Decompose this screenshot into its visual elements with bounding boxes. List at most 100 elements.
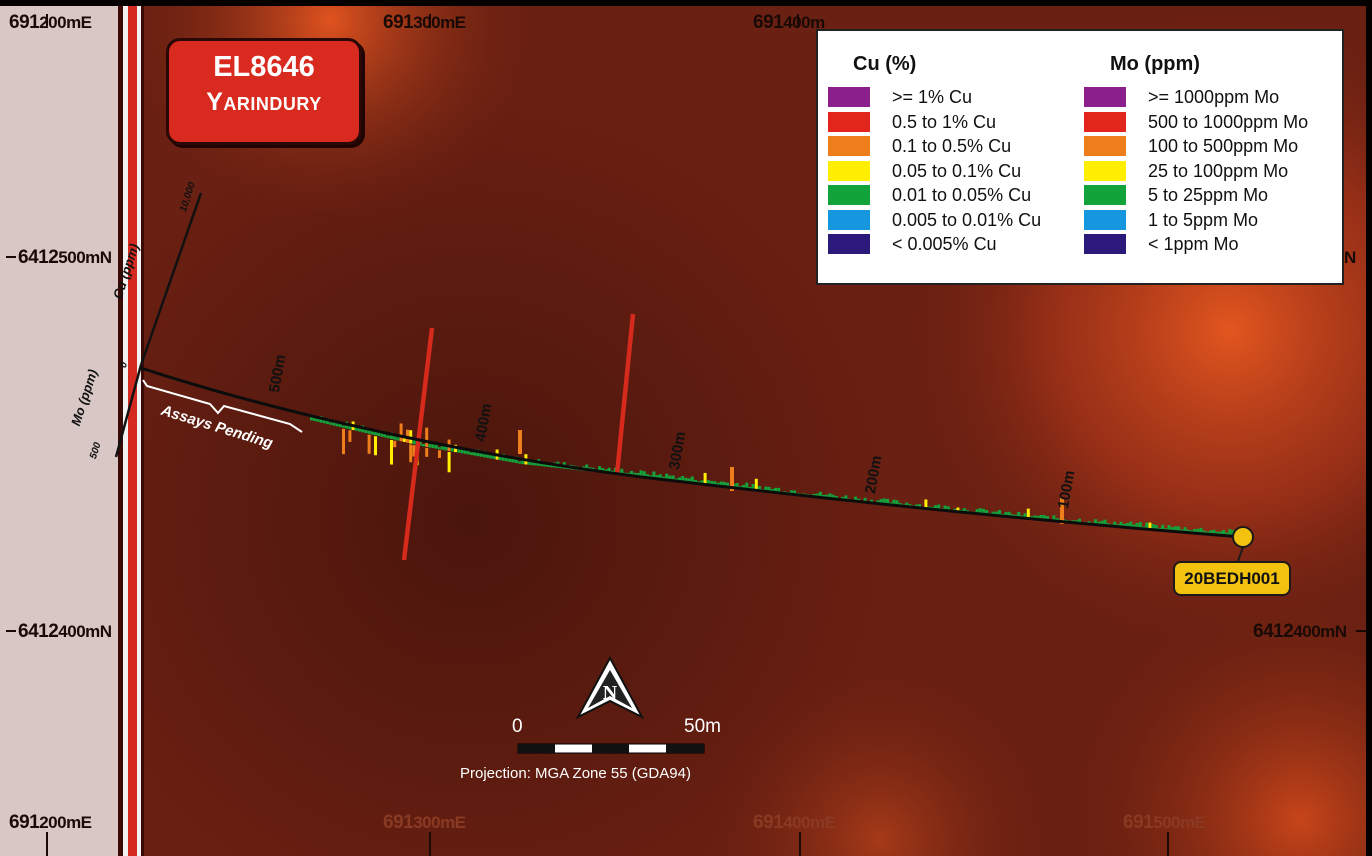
cu-assay-bar (998, 509, 1001, 517)
cu-assay-bar (754, 478, 758, 491)
cu-assay-bar (730, 467, 734, 491)
cu-assay-bar (994, 511, 998, 517)
cu-assay-bar (460, 449, 464, 454)
drillhole-trace (140, 366, 1243, 539)
cu-assay-bar (1135, 523, 1139, 529)
cu-assay-bar (1183, 527, 1187, 533)
cu-assay-bar (1177, 526, 1181, 532)
cu-assay-bar (370, 430, 374, 435)
cu-assay-bar (620, 468, 624, 475)
cu-assay-bar (1100, 520, 1104, 526)
cu-assay-bar (978, 508, 982, 515)
cu-assay-bar (1202, 530, 1206, 534)
cu-assay-bar (322, 419, 326, 424)
cu-assay-bar (1170, 527, 1174, 532)
cu-assay-bar (934, 505, 937, 511)
legend-swatch (1084, 111, 1126, 132)
grid-label-top-691400m: 691400m (753, 12, 825, 33)
cu-assay-bar (1039, 514, 1043, 521)
cu-assay-bar (402, 435, 406, 442)
cu-assay-bar (1161, 524, 1165, 531)
mo-assay-bar (409, 444, 413, 463)
cu-assay-bar (521, 459, 525, 465)
legend-swatch (1084, 209, 1126, 230)
cu-assay-bar (758, 486, 761, 491)
cu-assay-bar (1132, 524, 1136, 529)
cu-assay-bar (1129, 521, 1133, 529)
cu-assay-bar (863, 497, 867, 504)
scale-start-label: 0 (512, 716, 523, 737)
cu-assay-bar (642, 471, 646, 478)
legend-swatch (828, 160, 870, 181)
cu-assay-bar (690, 476, 694, 483)
cu-assay-bar (882, 498, 886, 506)
cu-assay-bar (658, 474, 662, 480)
cu-assay-bar (1138, 522, 1142, 529)
cu-assay-bar (546, 463, 550, 467)
legend-swatch (1084, 185, 1126, 205)
grid-label-left-6412500mN: 6412500mN (18, 247, 112, 268)
cu-assay-bar (431, 444, 435, 449)
cu-assay-bar (518, 430, 522, 454)
cu-assay-bar (751, 483, 755, 491)
legend-label: 0.01 to 0.05% Cu (892, 185, 1032, 205)
cu-assay-bar (982, 508, 985, 516)
cu-assay-bar (1078, 518, 1081, 525)
cu-assay-bar (956, 507, 960, 513)
cu-assay-bar (1017, 511, 1021, 519)
legend-label: 500 to 1000ppm Mo (1148, 111, 1309, 132)
cu-assay-bar (399, 423, 403, 442)
legend-label: 0.1 to 0.5% Cu (892, 136, 1012, 156)
cu-assay-bar (511, 457, 515, 463)
cu-assay-bar (470, 452, 473, 455)
cu-assay-bar (1103, 519, 1107, 527)
cu-assay-bar (726, 482, 729, 488)
legend-label: 0.005 to 0.01% Cu (892, 209, 1042, 230)
cu-assay-bar (498, 455, 502, 461)
grid-label-bottom-691300mE: 691300mE (383, 812, 466, 833)
cu-assay-bar (1052, 515, 1056, 523)
legend-label: < 0.005% Cu (892, 234, 997, 254)
cu-assay-bar (879, 499, 883, 505)
cu-assay-bar (463, 449, 467, 454)
cu-assay-bar (706, 480, 710, 485)
legend-label: 25 to 100ppm Mo (1148, 160, 1289, 181)
cu-assay-bar (854, 496, 857, 503)
cu-assay-bar (774, 487, 777, 493)
cu-assay-bar (1215, 531, 1219, 535)
cu-assay-bar (450, 447, 454, 452)
cu-assay-bar (386, 435, 390, 439)
mo-assay-bar (425, 447, 429, 457)
north-arrow-letter: N (602, 682, 618, 704)
cu-assay-bar (646, 474, 649, 478)
cu-assay-bar (335, 423, 339, 427)
cu-assay-bar (1222, 530, 1225, 536)
mo-assay-bar (447, 451, 451, 473)
cu-assay-bar (1174, 526, 1177, 532)
cu-assay-bar (694, 480, 697, 484)
cu-assay-bar (438, 447, 441, 450)
cu-assay-bar (508, 456, 512, 462)
cu-assay-bar (636, 472, 640, 477)
cu-assay-bar (364, 428, 368, 434)
cu-assay-bar (434, 442, 438, 449)
cu-assay-bar (946, 506, 950, 512)
cu-assay-bar (530, 462, 534, 466)
scale-bar (517, 743, 705, 754)
cu-assay-bar (793, 490, 797, 496)
cu-assay-bar (962, 508, 966, 514)
cu-assay-bar (1145, 522, 1149, 530)
cu-assay-bar (777, 487, 781, 494)
mo-assay-bar (367, 434, 371, 454)
legend-swatch (828, 234, 870, 254)
cu-assay-bar (1151, 524, 1155, 530)
cu-assay-bar (687, 478, 691, 483)
cu-assay-bar (1212, 529, 1216, 535)
cu-assay-bar (332, 422, 336, 426)
cu-assay-bar (457, 449, 461, 453)
cu-assay-bar (828, 493, 832, 500)
cu-assay-bar (607, 467, 611, 474)
tenement-name: Yarindury (206, 88, 322, 116)
cu-assay-bar (1042, 515, 1046, 522)
